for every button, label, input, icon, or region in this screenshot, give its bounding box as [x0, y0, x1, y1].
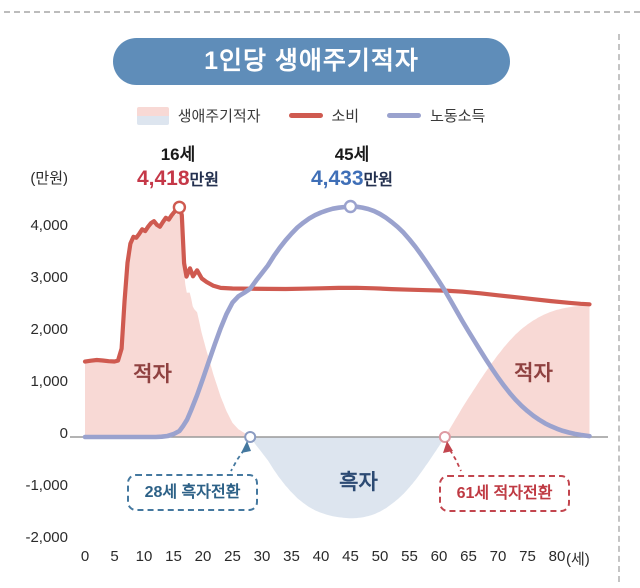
surplus-callout-arrow [230, 449, 245, 472]
deficit-area-label-right: 적자 [514, 362, 553, 385]
surplus-transition-marker [244, 431, 257, 443]
x-tick-label: 50 [371, 548, 389, 565]
x-tick-label: 15 [165, 548, 182, 565]
dashed-border-right [618, 34, 620, 582]
consumption-peak-annotation: 16세 4,418만원 [118, 145, 238, 193]
legend-label-lifecycle-deficit: 생애주기적자 [177, 108, 261, 125]
x-tick-label: 75 [519, 548, 536, 565]
x-tick-label: 40 [312, 548, 330, 565]
y-tick-label: 0 [59, 425, 68, 442]
deficit-transition-marker [438, 431, 451, 443]
consumption-peak-age: 16세 [160, 145, 196, 164]
y-tick-label: 2,000 [30, 321, 68, 338]
x-tick-label: 80 [548, 548, 566, 565]
surplus-area-label: 흑자 [339, 471, 378, 494]
legend-item-labor-income: 노동소득 [387, 105, 485, 126]
x-axis-unit: (세) [566, 551, 590, 568]
labor-income-peak-annotation: 45세 4,433만원 [292, 145, 412, 193]
labor-income-line-swatch [387, 113, 422, 118]
surplus-area-segment [250, 437, 445, 519]
deficit-positive-swatch [136, 106, 169, 116]
x-tick-label: 30 [253, 548, 271, 565]
legend-label-labor-income: 노동소득 [430, 108, 486, 125]
x-tick-label: 55 [401, 548, 418, 565]
y-tick-label: 4,000 [30, 217, 68, 234]
x-tick-label: 25 [224, 548, 241, 565]
legend: 생애주기적자 소비 노동소득 [0, 105, 622, 126]
deficit-negative-swatch [136, 115, 169, 125]
y-axis-unit: (만원) [30, 170, 68, 187]
deficit-area-swatch [136, 106, 169, 125]
legend-item-consumption: 소비 [288, 105, 360, 126]
labor-peak-age: 45세 [334, 145, 370, 164]
x-tick-label: 65 [460, 548, 477, 565]
labor-income-line [82, 204, 592, 440]
y-tick-label: 3,000 [30, 269, 68, 286]
y-tick-label: 1,000 [30, 373, 68, 390]
consumption-peak-value: 4,418만원 [136, 167, 219, 190]
labor-income-peak-marker [343, 199, 358, 214]
dashed-border-top [4, 11, 640, 13]
legend-label-consumption: 소비 [331, 108, 360, 125]
labor-peak-value: 4,433만원 [310, 167, 393, 190]
x-tick-label: 5 [110, 548, 119, 565]
y-tick-label: -2,000 [25, 529, 68, 546]
legend-item-lifecycle-deficit: 생애주기적자 [136, 105, 261, 126]
deficit-area-segment [444, 305, 590, 437]
deficit-area-label-left: 적자 [133, 363, 172, 386]
chart-title: 1인당 생애주기적자 [113, 38, 510, 85]
callout-arrows [230, 441, 462, 472]
deficit-transition-callout: 61세 적자전환 [439, 475, 570, 512]
surplus-transition-callout: 28세 흑자전환 [127, 474, 258, 511]
x-tick-label: 10 [135, 548, 153, 565]
x-tick-label: 45 [342, 548, 359, 565]
y-tick-label: -1,000 [25, 477, 68, 494]
x-tick-label: 60 [430, 548, 448, 565]
consumption-line-swatch [288, 113, 323, 118]
x-tick-label: 20 [194, 548, 212, 565]
deficit-callout-arrow [449, 449, 462, 472]
consumption-line [82, 205, 592, 364]
deficit-area-segment [85, 213, 251, 437]
x-tick-label: 0 [80, 548, 90, 565]
consumption-peak-marker [172, 200, 187, 215]
x-tick-label: 35 [283, 548, 300, 565]
x-tick-label: 70 [489, 548, 507, 565]
